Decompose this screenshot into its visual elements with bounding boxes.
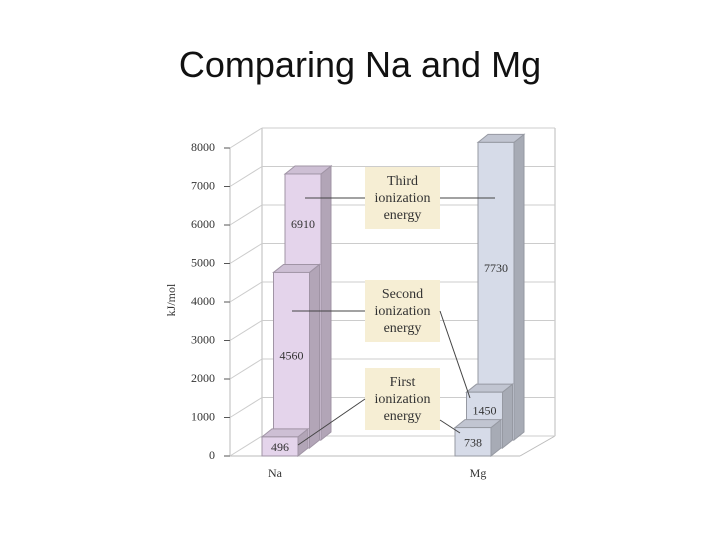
value-label: 6910: [291, 217, 315, 231]
grid-line: [229, 397, 263, 418]
y-tick-label: 7000: [191, 178, 215, 192]
bar-side: [309, 263, 320, 450]
value-label: 4560: [280, 348, 304, 362]
grid-line: [229, 166, 263, 187]
bar-side: [513, 133, 525, 442]
y-axis-label: kJ/mol: [164, 283, 178, 316]
series-label: First ionization energy: [365, 368, 440, 430]
grid-line: [229, 243, 263, 264]
grid-line: [229, 435, 263, 457]
value-label: 738: [464, 436, 482, 450]
y-tick-label: 1000: [191, 409, 215, 423]
y-tick-label: 8000: [191, 140, 215, 154]
value-label: 1450: [473, 404, 497, 418]
bar-side: [502, 383, 513, 450]
value-label: 7730: [484, 261, 508, 275]
grid-line: [229, 358, 263, 380]
y-tick-label: 3000: [191, 332, 215, 346]
grid-line: [229, 281, 263, 303]
y-tick-label: 0: [209, 448, 215, 462]
grid-line: [229, 127, 263, 149]
grid-line: [229, 204, 263, 226]
series-label: Second ionization energy: [365, 280, 440, 342]
x-tick-label: Na: [268, 466, 283, 480]
y-tick-label: 6000: [191, 217, 215, 231]
y-tick-label: 4000: [191, 294, 215, 308]
x-tick-label: Mg: [470, 466, 487, 480]
value-label: 496: [271, 440, 289, 454]
series-label: Third ionization energy: [365, 167, 440, 229]
bar: [454, 427, 492, 457]
bar-side: [320, 164, 332, 442]
slide-title: Comparing Na and Mg: [178, 44, 542, 85]
bar: [261, 436, 299, 457]
grid-line: [229, 320, 263, 341]
y-tick-label: 5000: [191, 255, 215, 269]
y-tick-label: 2000: [191, 371, 215, 385]
